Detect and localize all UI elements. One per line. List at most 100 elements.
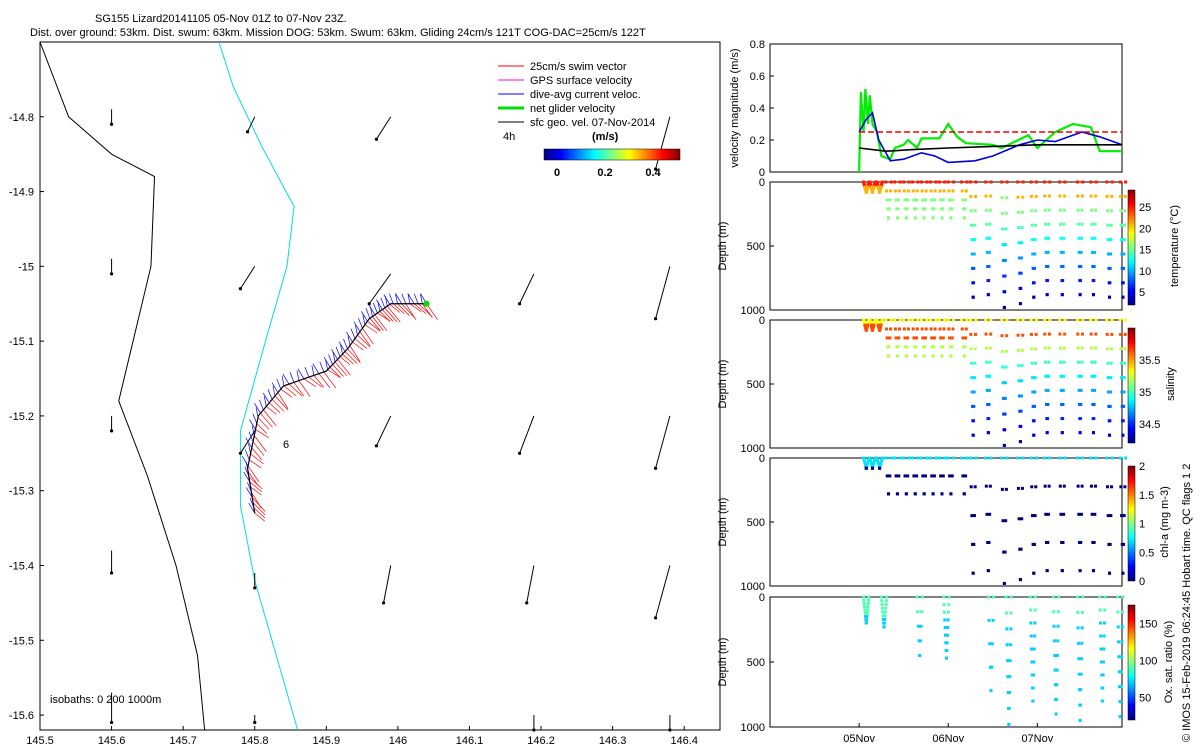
current-vector-head-17	[525, 601, 529, 605]
profile-point	[1076, 360, 1080, 364]
map-x-tick-label: 146.1	[456, 735, 484, 747]
profile-point	[884, 318, 888, 322]
profile-point	[986, 595, 990, 599]
isobaths	[39, 41, 299, 731]
profile-point	[1062, 374, 1066, 378]
profile-point	[1121, 610, 1125, 614]
profile-point	[928, 318, 932, 322]
profile-point	[1033, 361, 1037, 365]
profile-point	[1081, 180, 1085, 184]
profile-point	[964, 474, 968, 478]
map-y-tick-label: -15	[18, 261, 34, 273]
profile-point	[881, 614, 885, 618]
profile-point	[1046, 388, 1050, 392]
swim-vector	[256, 423, 268, 434]
profile-point	[907, 318, 911, 322]
profile-point	[985, 250, 989, 254]
profile-point	[871, 464, 875, 468]
profile-point	[1089, 318, 1093, 322]
profile-point	[1055, 654, 1059, 657]
profile-point	[942, 610, 946, 614]
profile-point	[902, 456, 906, 460]
profile-point	[1108, 419, 1112, 423]
current-vector-head-11	[374, 444, 379, 448]
profile-point	[1105, 180, 1109, 184]
profile-point	[1120, 625, 1124, 629]
profile-point	[985, 374, 989, 378]
profile-point	[885, 595, 889, 599]
profile-point	[881, 610, 885, 614]
profile-point	[1032, 281, 1036, 285]
profile-point	[1098, 595, 1102, 599]
dive-avg-current-vector	[281, 375, 285, 386]
temperature-points	[862, 180, 1128, 309]
map-y-tick-label: -15.5	[9, 635, 34, 647]
profile-point	[973, 376, 977, 380]
profile-point	[989, 180, 993, 184]
profile-point	[1090, 374, 1094, 378]
profile-point	[1045, 279, 1049, 283]
profile-point	[1109, 238, 1113, 242]
profile-point	[893, 456, 897, 460]
profile-point	[1034, 318, 1038, 322]
profile-point	[1032, 295, 1036, 299]
profile-point	[1105, 332, 1109, 336]
profile-point	[1033, 390, 1037, 394]
profile-point	[1033, 252, 1037, 256]
profile-point	[1119, 361, 1123, 365]
profile-point	[1123, 223, 1127, 227]
profile-point	[880, 456, 884, 460]
profile-point	[906, 198, 910, 202]
profile-point	[1017, 364, 1021, 368]
profile-point	[973, 361, 977, 365]
profile-point	[1000, 211, 1004, 215]
profile-point	[866, 602, 870, 605]
profile-point	[898, 180, 902, 184]
profile-point	[1092, 279, 1096, 283]
profile-point	[950, 336, 954, 340]
profile-point	[1062, 346, 1066, 350]
profile-point	[916, 180, 920, 184]
profile-point	[863, 608, 867, 612]
profile-point	[1001, 227, 1005, 231]
profile-point	[1094, 332, 1098, 336]
current-vector-1	[247, 116, 256, 132]
profile-point	[1120, 390, 1124, 394]
profile-point	[1030, 376, 1034, 380]
profile-point	[987, 250, 991, 254]
profile-point	[887, 207, 891, 211]
profile-point	[876, 459, 880, 463]
time-tick-label: 06Nov	[932, 733, 964, 745]
profile-point	[1017, 517, 1021, 521]
profile-point	[1119, 347, 1123, 351]
dive-avg-current-vector	[373, 302, 378, 314]
profile-point	[960, 189, 964, 193]
profile-point	[1109, 376, 1113, 380]
profile-point	[920, 610, 924, 614]
profile-point	[1000, 196, 1004, 200]
profile-point	[1059, 388, 1063, 392]
swim-vector	[247, 465, 260, 483]
profile-point	[883, 614, 887, 618]
current-vector-head-9	[109, 429, 114, 433]
profile-point	[947, 327, 951, 331]
profile-point	[1116, 610, 1120, 614]
colorbar-tick-label: 50	[1139, 693, 1151, 705]
profile-point	[1000, 349, 1004, 353]
profile-point	[1020, 379, 1024, 383]
chla-ylabel: Depth (m)	[717, 498, 729, 547]
dive-avg-current-vector	[350, 328, 356, 339]
profile-point	[915, 189, 919, 193]
current-vector-head-21	[532, 728, 536, 732]
profile-point	[1005, 456, 1009, 460]
profile-point	[865, 618, 869, 622]
legend-sfc-label: sfc geo. vel. 07-Nov-2014	[530, 117, 655, 129]
profile-point	[1000, 318, 1004, 322]
dive-avg-current-vector	[328, 354, 333, 365]
swim-vector	[374, 314, 388, 332]
profile-point	[1120, 252, 1124, 256]
profile-point	[911, 327, 915, 331]
salinity-ylabel: Depth (m)	[717, 360, 729, 409]
profile-point	[1003, 290, 1007, 294]
current-vector-2	[375, 116, 392, 140]
